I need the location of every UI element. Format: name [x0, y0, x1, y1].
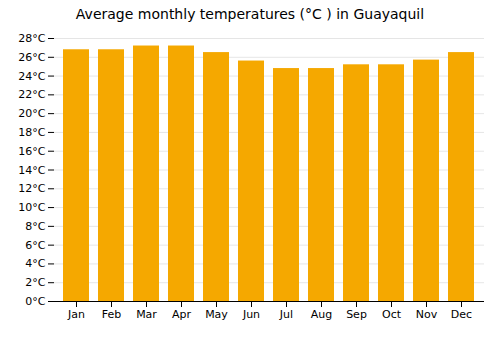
svg-text:Mar: Mar — [136, 308, 157, 321]
svg-text:Apr: Apr — [172, 308, 192, 321]
svg-text:22°C: 22°C — [18, 88, 45, 101]
svg-text:Jul: Jul — [279, 308, 293, 321]
svg-text:16°C: 16°C — [18, 145, 45, 158]
svg-text:Sep: Sep — [346, 308, 367, 321]
svg-text:10°C: 10°C — [18, 201, 45, 214]
svg-text:6°C: 6°C — [25, 239, 45, 252]
svg-text:28°C: 28°C — [18, 32, 45, 45]
svg-text:12°C: 12°C — [18, 182, 45, 195]
svg-text:Jun: Jun — [242, 308, 260, 321]
svg-text:26°C: 26°C — [18, 51, 45, 64]
svg-text:4°C: 4°C — [25, 257, 45, 270]
svg-text:2°C: 2°C — [25, 276, 45, 289]
svg-text:18°C: 18°C — [18, 126, 45, 139]
svg-text:Nov: Nov — [416, 308, 438, 321]
html-text:Average monthly temperatures (: Average monthly temperatures (°C ) in Gu… — [75, 6, 425, 22]
svg-text:24°C: 24°C — [18, 70, 45, 83]
svg-text:8°C: 8°C — [25, 220, 45, 233]
svg-text:Jan: Jan — [67, 308, 85, 321]
svg-text:20°C: 20°C — [18, 107, 45, 120]
svg-text:Feb: Feb — [102, 308, 121, 321]
svg-text:0°C: 0°C — [25, 295, 45, 308]
svg-text:Dec: Dec — [451, 308, 472, 321]
svg-text:Oct: Oct — [382, 308, 402, 321]
svg-text:May: May — [205, 308, 228, 321]
svg-text:14°C: 14°C — [18, 164, 45, 177]
svg-text:Aug: Aug — [311, 308, 332, 321]
